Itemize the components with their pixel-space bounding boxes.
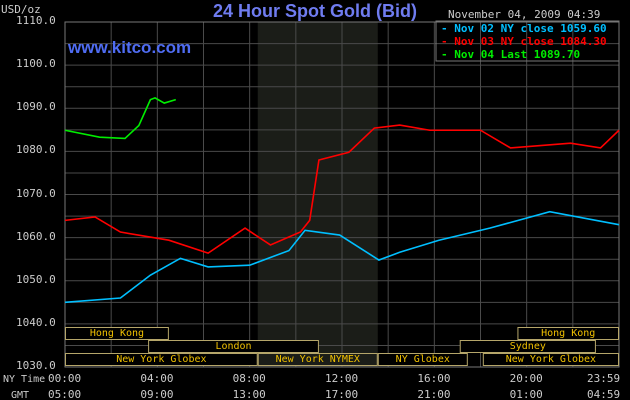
x-tick-label: 17:00 bbox=[325, 388, 359, 400]
y-tick-label: 1060.0 bbox=[16, 229, 56, 243]
session-bar bbox=[517, 327, 620, 340]
y-tick-label: 1080.0 bbox=[16, 143, 56, 157]
y-tick-label: 1030.0 bbox=[16, 359, 56, 372]
session-label: New York Globex bbox=[116, 354, 207, 365]
x-tick-label: 21:00 bbox=[417, 388, 451, 400]
session-label: Sydney bbox=[509, 341, 546, 352]
x-tick-label: 12:00 bbox=[325, 372, 359, 385]
x-tick-label: 05:00 bbox=[48, 388, 82, 400]
x-tick-label: 20:00 bbox=[509, 372, 543, 385]
session-label: Hong Kong bbox=[541, 328, 596, 339]
session-bar bbox=[148, 340, 319, 353]
x-tick-label: 00:00 bbox=[48, 372, 82, 385]
y-tick-label: 1040.0 bbox=[16, 315, 56, 329]
session-label: New York Globex bbox=[505, 354, 597, 365]
x-tick-label: 16:00 bbox=[417, 372, 451, 385]
legend-entry: - Nov 04 Last 1089.70 bbox=[441, 48, 580, 61]
legend-label: Nov 02 NY close 1059.60 bbox=[454, 22, 607, 35]
legend-label: Nov 04 Last 1089.70 bbox=[454, 48, 581, 61]
session-label: New York NYMEX bbox=[275, 354, 360, 365]
session-bar bbox=[257, 353, 378, 366]
y-axis-unit: USD/oz bbox=[1, 3, 41, 16]
session-bar bbox=[459, 340, 596, 353]
y-tick-label: 1090.0 bbox=[16, 100, 56, 114]
x-tick-label: 08:00 bbox=[232, 372, 266, 385]
y-tick-label: 1100.0 bbox=[16, 57, 56, 71]
session-label: NY Globex bbox=[395, 354, 450, 365]
legend-swatch: - bbox=[441, 35, 455, 48]
timestamp: November 04, 2009 04:39 bbox=[448, 8, 601, 21]
x-tick-label: 09:00 bbox=[140, 388, 174, 400]
session-bar bbox=[65, 327, 169, 340]
x-tick-label: 23:59 bbox=[587, 372, 621, 385]
session-bar bbox=[65, 353, 258, 366]
x-tick-label: 13:00 bbox=[232, 388, 266, 400]
y-tick-label: 1070.0 bbox=[16, 186, 56, 200]
session-label: London bbox=[215, 341, 252, 352]
series-line-2 bbox=[64, 97, 177, 140]
watermark-link[interactable]: www.kitco.com bbox=[68, 38, 192, 57]
x-tick-label: 01:00 bbox=[509, 388, 543, 400]
legend-swatch: - bbox=[441, 22, 455, 35]
legend-box bbox=[435, 20, 620, 62]
series-line-1 bbox=[64, 124, 620, 255]
legend-swatch: - bbox=[441, 48, 455, 61]
plot-border bbox=[64, 21, 620, 368]
y-tick-label: 1050.0 bbox=[16, 272, 56, 286]
y-tick-label: 1110.0 bbox=[16, 14, 56, 27]
x-row-label: NY Time bbox=[3, 374, 46, 385]
x-tick-label: 04:59 bbox=[587, 388, 621, 400]
legend-label: Nov 03 NY close 1084.30 bbox=[454, 35, 607, 48]
series-line-0 bbox=[64, 210, 620, 304]
session-bar bbox=[482, 353, 619, 366]
x-tick-label: 04:00 bbox=[140, 372, 174, 385]
chart-title: 24 Hour Spot Gold (Bid) bbox=[213, 1, 417, 21]
x-row-label: GMT bbox=[11, 390, 30, 400]
legend-entry: - Nov 02 NY close 1059.60 bbox=[441, 22, 607, 35]
session-bar bbox=[377, 353, 468, 366]
session-label: Hong Kong bbox=[89, 328, 145, 339]
legend-entry: - Nov 03 NY close 1084.30 bbox=[441, 35, 607, 48]
